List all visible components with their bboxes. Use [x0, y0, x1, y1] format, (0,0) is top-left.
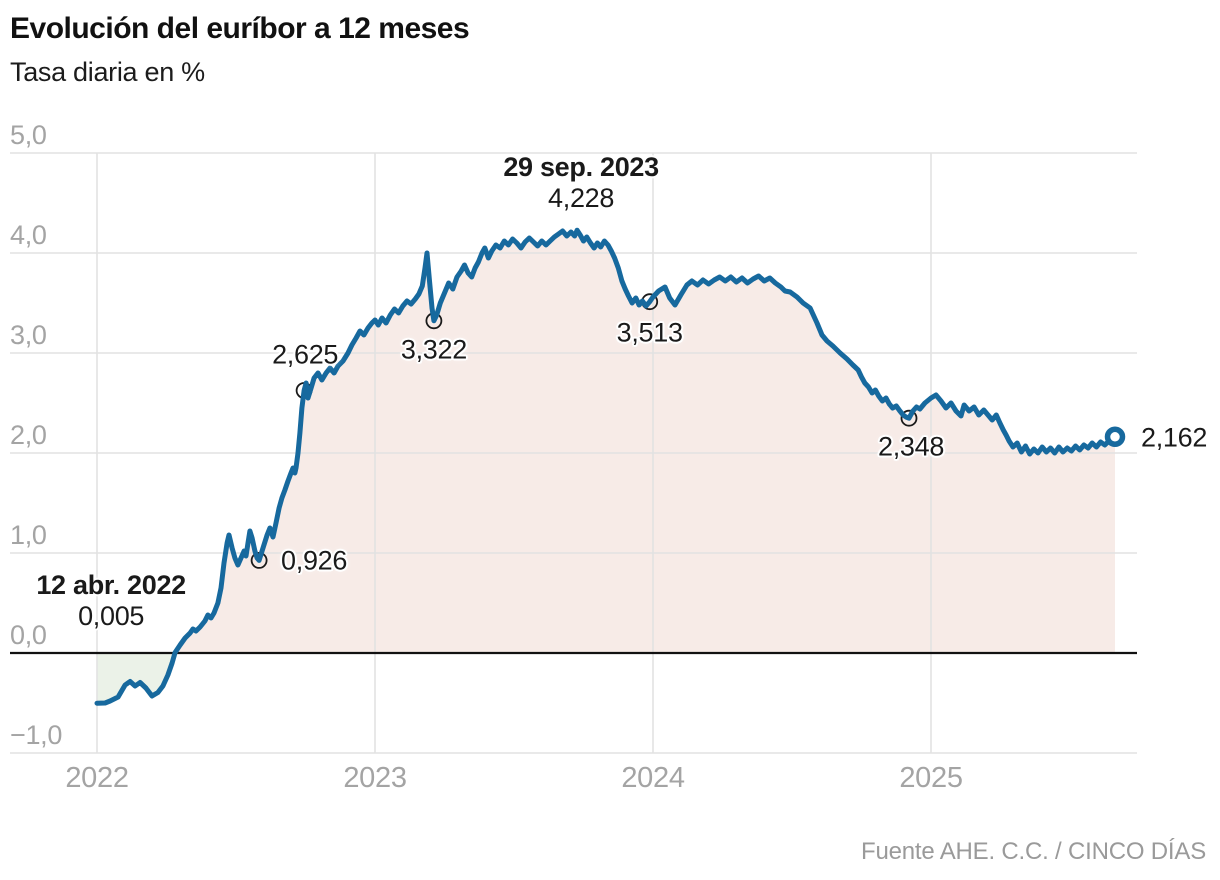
x-axis-label: 2025 — [899, 762, 963, 794]
annotation-2-162: 2,162 — [1141, 422, 1207, 453]
point-marker — [900, 409, 918, 427]
area-negative — [97, 652, 176, 704]
annotation-0-005: 12 abr. 2022 0,005 — [36, 570, 186, 632]
y-axis-label: 2,0 — [10, 420, 47, 450]
annotation-3-322: 3,322 — [401, 334, 467, 365]
annotation-2-348: 2,348 — [878, 432, 944, 463]
end-marker — [1104, 426, 1126, 448]
annotation-value: 2,162 — [1140, 422, 1208, 453]
annotation-4-228: 29 sep. 2023 4,228 — [503, 152, 659, 214]
annotation-value: 4,228 — [548, 183, 615, 214]
annotation-value: 0,005 — [78, 600, 145, 631]
y-axis-label: −1,0 — [10, 720, 63, 750]
annotation-2-625: 2,625 — [272, 339, 338, 370]
y-axis-label: 0,0 — [10, 620, 47, 650]
chart-subtitle: Tasa diaria en % — [10, 57, 205, 87]
annotation-value: 0,926 — [281, 545, 348, 576]
x-axis-label: 2024 — [621, 762, 685, 794]
annotation-value: 2,625 — [272, 339, 339, 369]
annotation-value: 3,513 — [616, 317, 683, 348]
x-axis-label: 2023 — [343, 762, 407, 794]
annotation-date: 12 abr. 2022 — [36, 569, 186, 600]
annotation-value: 3,322 — [400, 334, 467, 365]
y-axis-label: 3,0 — [10, 320, 47, 350]
annotation-value: 2,348 — [877, 431, 945, 462]
y-axis-label: 5,0 — [10, 120, 47, 150]
y-axis-label: 1,0 — [10, 520, 47, 550]
annotation-3-513: 3,513 — [617, 317, 683, 348]
annotation-0-926: 0,926 — [281, 546, 347, 577]
y-axis-label: 4,0 — [10, 220, 47, 250]
chart-title: Evolución del euríbor a 12 meses — [10, 12, 470, 45]
area-positive — [175, 230, 1116, 653]
annotation-date: 29 sep. 2023 — [503, 152, 659, 183]
euribor-line — [94, 227, 1118, 706]
source-credit: Fuente AHE. C.C. / CINCO DÍAS — [861, 838, 1206, 865]
x-axis-label: 2022 — [65, 762, 129, 794]
